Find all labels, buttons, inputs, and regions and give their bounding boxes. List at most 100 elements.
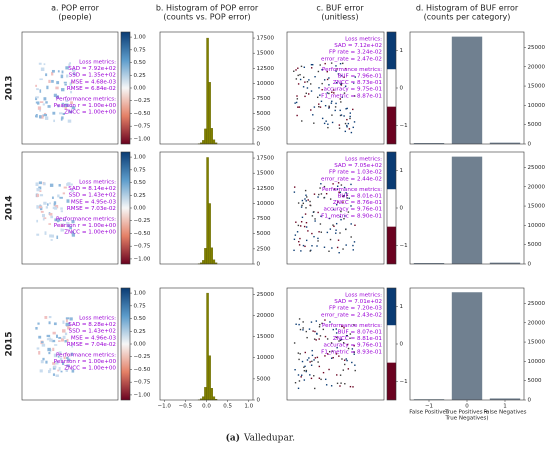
map-pixel [37, 106, 42, 110]
column-title: d. Histogram of BUF error [416, 4, 519, 13]
map-pixel [35, 327, 38, 330]
y-tick-label: 12500 [257, 66, 275, 72]
hist-bar [206, 157, 209, 265]
map-pixel [316, 245, 318, 247]
map-pixel [326, 338, 329, 340]
map-pixel [350, 205, 352, 207]
map-pixel [306, 196, 308, 198]
annotation: ZNCC = 1.00e+00 [64, 366, 116, 372]
map-pixel [321, 82, 323, 85]
x-tick-label: −0.5 [179, 404, 193, 410]
map-pixel [71, 219, 75, 224]
map-pixel [349, 385, 352, 388]
map-pixel [339, 232, 341, 234]
map-pixel [299, 328, 302, 331]
map-pixel [296, 95, 298, 97]
map-pixel [313, 235, 315, 238]
map-pixel [60, 338, 65, 342]
colorbar-tick-label: 0.25 [134, 329, 147, 335]
annotation: SAD = 7.05e+02 [334, 163, 382, 169]
colorbar-tick-label: 0.25 [134, 73, 147, 79]
annotation: ZNCC = 8.76e-01 [333, 200, 383, 206]
map-pixel [297, 67, 299, 69]
map-pixel [62, 219, 67, 222]
map-pixel [312, 63, 314, 66]
map-pixel [330, 385, 333, 387]
map-pixel [53, 119, 56, 123]
bar [489, 398, 521, 400]
map-pixel [347, 368, 350, 370]
map-pixel [52, 373, 56, 376]
map-pixel [338, 340, 340, 342]
map-pixel [52, 331, 56, 335]
map-pixel [336, 188, 339, 191]
hist-bar [204, 248, 207, 265]
y-tick-label: 20000 [257, 313, 275, 319]
annotation: SAD = 8.14e+02 [68, 186, 116, 192]
map-pixel [307, 230, 309, 232]
map-pixel [295, 69, 297, 71]
hist-bar [206, 292, 209, 401]
map-pixel [331, 114, 333, 116]
map-pixel [304, 198, 306, 200]
map-pixel [53, 322, 57, 326]
map-pixel [346, 118, 348, 121]
map-pixel [346, 194, 349, 196]
annotation: Performance metrics: [322, 187, 382, 193]
map-pixel [66, 364, 70, 367]
annotation: BUF = 7.96e-01 [338, 74, 383, 80]
hist-bar [204, 128, 207, 145]
map-pixel [347, 211, 350, 213]
map-pixel [39, 369, 43, 373]
map-pixel [60, 117, 63, 121]
map-pixel [301, 360, 304, 363]
map-pixel [65, 369, 68, 372]
map-pixel [299, 78, 302, 81]
map-pixel [310, 321, 313, 323]
map-pixel [301, 199, 304, 202]
map-pixel [305, 239, 308, 242]
map-pixel [310, 109, 312, 111]
map-pixel [72, 231, 75, 235]
row-label: 2015 [5, 331, 15, 356]
map-pixel [304, 213, 307, 215]
map-pixel [60, 228, 65, 232]
map-pixel [48, 316, 52, 319]
map-pixel [302, 329, 304, 331]
map-pixel [302, 244, 305, 247]
map-pixel [349, 112, 351, 114]
map-pixel [335, 204, 338, 206]
map-pixel [344, 130, 347, 133]
map-pixel [297, 74, 299, 77]
map-pixel [309, 250, 311, 252]
map-pixel [338, 191, 340, 193]
map-pixel [55, 374, 59, 377]
map-pixel [347, 347, 350, 350]
map-pixel [308, 328, 311, 330]
map-pixel [346, 126, 348, 128]
plot-frame [409, 151, 525, 265]
map-pixel [70, 352, 74, 356]
map-pixel [297, 224, 300, 227]
annotation: FP rate = 1.03e-02 [329, 170, 382, 176]
map-pixel [300, 376, 302, 378]
map-pixel [300, 250, 302, 252]
map-pixel [329, 321, 331, 323]
annotation: ZNCC = 1.00e+00 [64, 230, 116, 236]
map-pixel [340, 210, 342, 213]
map-pixel [350, 236, 352, 238]
map-pixel [346, 124, 348, 127]
annotation: SAD = 8.28e+02 [68, 322, 116, 328]
colorbar-block [387, 32, 396, 70]
map-pixel [314, 218, 316, 220]
map-pixel [328, 250, 330, 252]
map-pixel [48, 351, 51, 355]
map-pixel [39, 78, 43, 81]
map-pixel [300, 221, 303, 223]
map-pixel [351, 361, 353, 364]
map-pixel [299, 225, 302, 227]
y-tick-label: 10000 [257, 355, 275, 361]
map-pixel [305, 226, 308, 228]
map-pixel [51, 79, 54, 83]
map-pixel [335, 232, 337, 234]
